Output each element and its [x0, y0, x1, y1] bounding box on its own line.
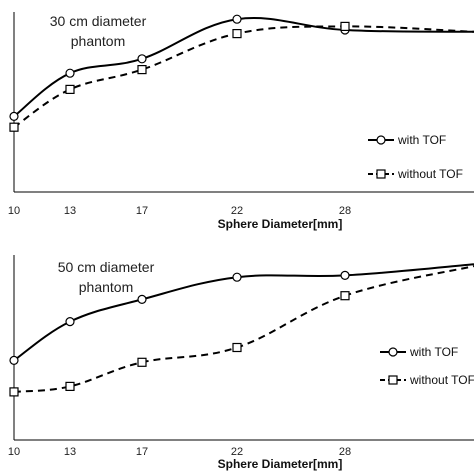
- chart-title-line: 50 cm diameter: [58, 259, 155, 275]
- data-point-square: [340, 21, 350, 31]
- data-point-circle: [9, 111, 19, 122]
- x-tick-label: 10: [8, 446, 20, 458]
- legend-label: with TOF: [397, 133, 446, 147]
- chart-title-line: 30 cm diameter: [50, 13, 147, 29]
- data-point-square: [65, 84, 75, 95]
- x-tick-label: 17: [136, 205, 148, 217]
- data-point-circle: [340, 270, 350, 280]
- data-point-circle: [232, 272, 242, 282]
- x-tick-label: 10: [8, 205, 20, 217]
- chart-title-line: phantom: [71, 33, 125, 49]
- legend-marker-circle: [388, 347, 398, 357]
- data-point-square: [340, 291, 350, 301]
- x-tick-label: 13: [64, 205, 76, 217]
- x-axis-label: Sphere Diameter[mm]: [218, 217, 343, 231]
- legend: with TOF without TOF: [380, 345, 474, 387]
- legend-marker-square: [376, 169, 386, 179]
- chart-title-line: phantom: [79, 279, 133, 295]
- data-point-square: [137, 64, 147, 75]
- data-point-circle: [137, 294, 147, 304]
- legend-marker-square: [388, 375, 398, 385]
- data-point-circle: [65, 317, 75, 327]
- legend-label: without TOF: [397, 167, 463, 181]
- data-point-circle: [65, 68, 75, 78]
- x-tick-label: 22: [231, 205, 243, 217]
- legend-label: without TOF: [409, 373, 474, 387]
- x-axis-label: Sphere Diameter[mm]: [218, 457, 343, 471]
- legend: with TOF without TOF: [368, 133, 463, 181]
- data-point-circle: [137, 54, 147, 64]
- data-point-square: [137, 357, 147, 367]
- x-tick-label: 28: [339, 446, 351, 458]
- x-tick-label: 17: [136, 446, 148, 458]
- data-point-circle: [232, 14, 242, 24]
- data-point-square: [232, 29, 242, 39]
- data-point-square: [65, 381, 75, 391]
- data-point-square: [9, 122, 19, 132]
- legend-label: with TOF: [409, 345, 458, 359]
- data-point-circle: [9, 355, 19, 365]
- x-tick-label: 13: [64, 446, 76, 458]
- data-point-square: [9, 387, 19, 397]
- data-point-square: [232, 342, 242, 353]
- x-tick-label: 22: [231, 446, 243, 458]
- x-tick-label: 28: [339, 205, 351, 217]
- legend-marker-circle: [376, 135, 386, 145]
